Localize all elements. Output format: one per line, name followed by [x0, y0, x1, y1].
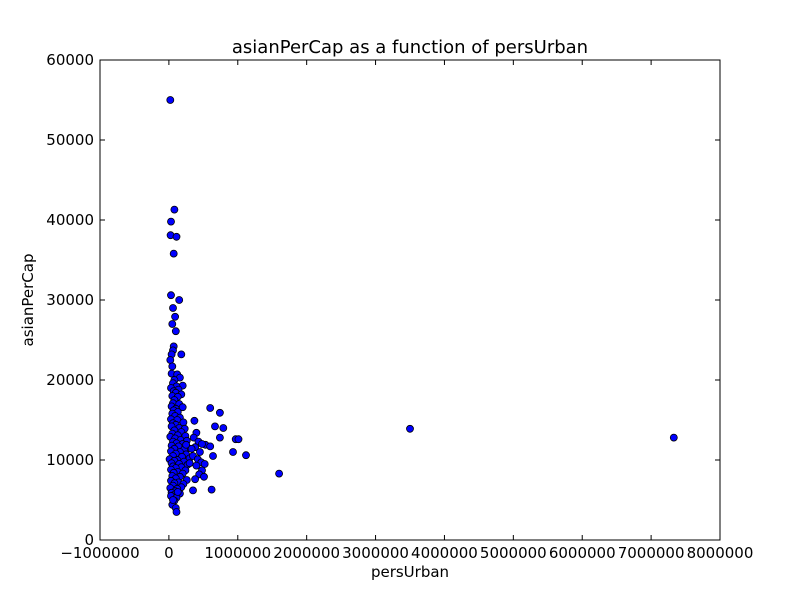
- x-tick-label: 2000000: [273, 544, 340, 562]
- data-point: [215, 408, 224, 417]
- x-tick-label: −1000000: [60, 544, 139, 562]
- data-point: [166, 356, 175, 364]
- y-tick-label: 10000: [46, 451, 94, 469]
- data-point: [191, 475, 200, 484]
- data-point: [189, 486, 197, 495]
- data-point: [200, 472, 208, 481]
- data-point: [206, 442, 215, 451]
- x-axis-label: persUrban: [371, 563, 449, 581]
- data-point: [211, 422, 219, 431]
- y-tick-label: 60000: [46, 51, 94, 69]
- data-point: [167, 217, 175, 226]
- data-point: [219, 424, 228, 432]
- chart-title: asianPerCap as a function of persUrban: [232, 37, 588, 58]
- y-tick-label: 40000: [46, 211, 94, 229]
- data-point: [172, 232, 181, 241]
- data-point: [229, 448, 237, 456]
- x-tick-label: 6000000: [549, 544, 616, 562]
- data-point: [234, 435, 243, 444]
- data-point: [171, 312, 180, 321]
- data-point: [182, 440, 191, 449]
- y-axis-label: asianPerCap: [19, 254, 37, 347]
- y-tick-label: 0: [84, 531, 94, 549]
- y-axis: 0 10000 20000 30000 40000 50000 60000: [46, 51, 720, 549]
- data-point: [406, 424, 414, 433]
- data-point: [198, 440, 206, 448]
- y-tick-label: 50000: [46, 131, 94, 149]
- data-point: [195, 448, 204, 456]
- x-tick-label: 1000000: [204, 544, 271, 562]
- x-tick-label: 0: [164, 544, 174, 562]
- y-tick-label: 30000: [46, 291, 94, 309]
- data-point: [209, 452, 217, 460]
- data-point: [171, 327, 180, 336]
- data-point: [167, 291, 175, 300]
- data-point: [185, 459, 194, 468]
- plot-frame: [99, 59, 721, 541]
- data-point: [190, 416, 199, 425]
- x-tick-label: 8000000: [687, 544, 754, 562]
- data-point: [200, 460, 209, 468]
- data-point: [669, 433, 678, 442]
- data-point: [215, 433, 224, 442]
- data-point: [275, 469, 284, 478]
- points-layer: [165, 96, 678, 516]
- x-tick-label: 5000000: [480, 544, 547, 562]
- x-tick-label: 4000000: [411, 544, 478, 562]
- data-point: [166, 96, 175, 104]
- data-point: [242, 451, 250, 460]
- data-point: [192, 461, 201, 470]
- data-point: [175, 296, 184, 304]
- data-point: [169, 304, 177, 312]
- data-point: [173, 488, 182, 496]
- data-point: [169, 249, 178, 258]
- data-point: [168, 320, 177, 328]
- y-tick-label: 20000: [46, 371, 94, 389]
- data-point: [207, 485, 216, 494]
- data-point: [170, 205, 179, 214]
- data-point: [177, 350, 186, 359]
- x-tick-label: 7000000: [618, 544, 685, 562]
- data-point: [168, 362, 177, 371]
- data-point: [206, 404, 215, 412]
- data-point: [172, 508, 181, 516]
- data-point: [169, 496, 177, 504]
- x-tick-label: 3000000: [342, 544, 409, 562]
- x-axis: −1000000 0 1000000 2000000 3000000 4000000 500…: [60, 60, 753, 562]
- data-point: [187, 444, 196, 453]
